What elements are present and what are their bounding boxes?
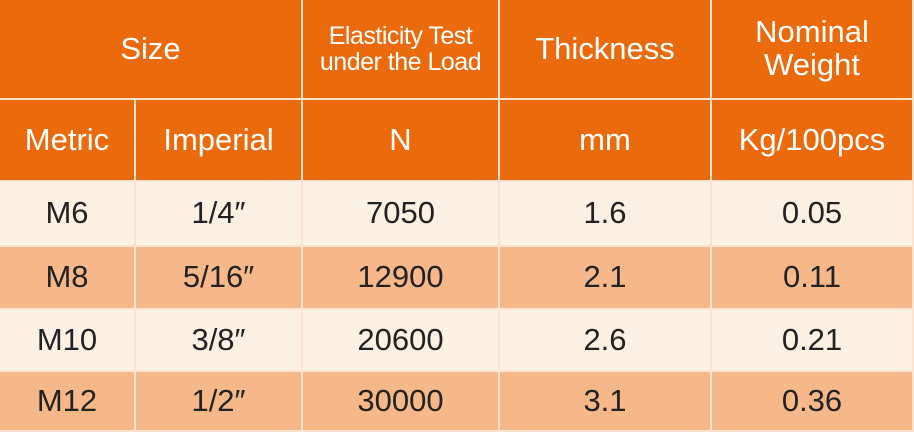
data-cell: 3/8″ xyxy=(136,310,303,372)
data-cell: M12 xyxy=(0,372,136,432)
subheader-cell: mm xyxy=(500,100,712,182)
data-cell: M10 xyxy=(0,310,136,372)
header-cell: Thickness xyxy=(500,0,712,100)
data-cell: 2.6 xyxy=(500,310,712,372)
data-cell: 1.6 xyxy=(500,182,712,247)
header-cell: Size xyxy=(0,0,303,100)
data-cell: M8 xyxy=(0,247,136,310)
data-cell: 30000 xyxy=(303,372,500,432)
data-cell: M6 xyxy=(0,182,136,247)
data-cell: 7050 xyxy=(303,182,500,247)
subheader-cell: N xyxy=(303,100,500,182)
data-cell: 1/4″ xyxy=(136,182,303,247)
data-cell: 5/16″ xyxy=(136,247,303,310)
data-cell: 1/2″ xyxy=(136,372,303,432)
data-cell: 0.11 xyxy=(712,247,914,310)
data-cell: 12900 xyxy=(303,247,500,310)
subheader-cell: Kg/100pcs xyxy=(712,100,914,182)
data-cell: 0.21 xyxy=(712,310,914,372)
subheader-cell: Metric xyxy=(0,100,136,182)
data-cell: 0.05 xyxy=(712,182,914,247)
subheader-cell: Imperial xyxy=(136,100,303,182)
data-cell: 2.1 xyxy=(500,247,712,310)
data-cell: 0.36 xyxy=(712,372,914,432)
header-cell: Elasticity Test under the Load xyxy=(303,0,500,100)
header-cell: Nominal Weight xyxy=(712,0,914,100)
data-cell: 3.1 xyxy=(500,372,712,432)
data-cell: 20600 xyxy=(303,310,500,372)
